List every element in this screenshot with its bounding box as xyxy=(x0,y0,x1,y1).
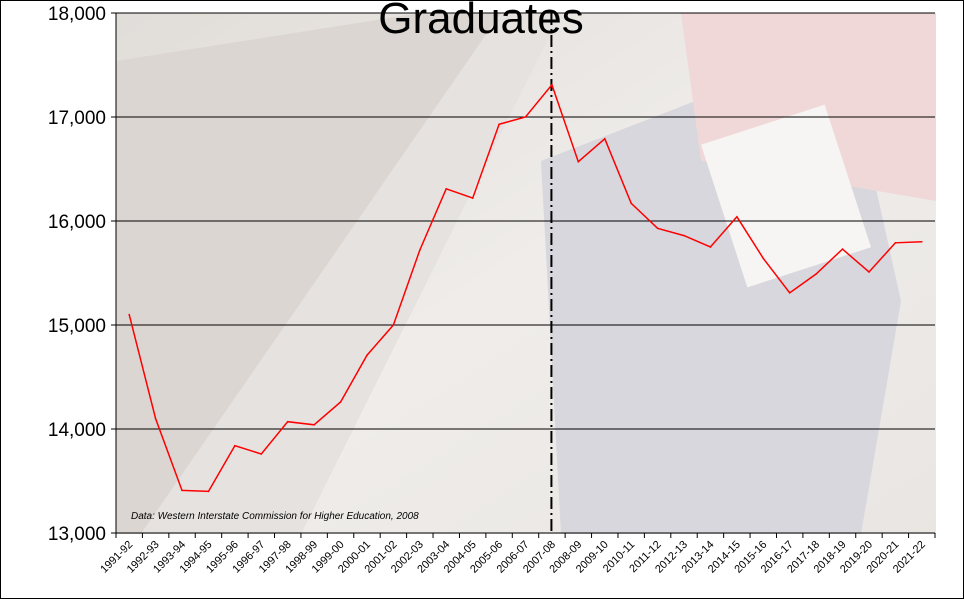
data-point xyxy=(630,202,632,205)
data-point xyxy=(366,354,368,356)
data-point xyxy=(815,273,817,275)
data-point xyxy=(207,490,210,493)
y-tick-label: 16,000 xyxy=(48,212,106,233)
data-point xyxy=(524,116,527,118)
data-point xyxy=(392,324,395,326)
data-point xyxy=(445,187,448,190)
data-point xyxy=(260,453,263,455)
data-point xyxy=(128,313,131,316)
source-annotation: Data: Western Interstate Commission for … xyxy=(131,511,419,522)
data-point xyxy=(154,417,157,420)
data-point xyxy=(868,271,870,273)
y-tick-label: 13,000 xyxy=(48,524,106,545)
data-point xyxy=(920,241,923,243)
data-point xyxy=(736,216,738,218)
data-points xyxy=(128,83,923,493)
data-point xyxy=(313,424,315,426)
y-tick-label: 15,000 xyxy=(48,316,106,337)
data-point xyxy=(894,242,897,244)
background-photo xyxy=(116,13,936,534)
data-point xyxy=(577,160,580,163)
x-axis-ticks: 1991-921992-931993-941994-951995-961996-… xyxy=(98,533,936,576)
data-point xyxy=(234,444,236,447)
chart-title: Graduates xyxy=(378,1,583,43)
data-point xyxy=(841,248,844,250)
y-tick-label: 14,000 xyxy=(48,420,106,441)
y-tick-label: 18,000 xyxy=(48,4,106,25)
data-point xyxy=(339,401,342,403)
data-point xyxy=(656,227,659,230)
y-tick-label: 17,000 xyxy=(48,108,106,129)
data-point xyxy=(788,291,791,294)
data-point xyxy=(286,420,289,423)
y-axis-ticks: 13,000 14,000 15,000 16,000 17,000 18,000 xyxy=(48,4,116,545)
data-point xyxy=(603,138,606,140)
data-point xyxy=(471,197,474,199)
data-point xyxy=(181,489,183,492)
data-point xyxy=(551,83,553,86)
data-point xyxy=(683,234,685,237)
data-point xyxy=(709,246,712,248)
data-point xyxy=(498,123,500,126)
data-point xyxy=(762,257,765,260)
data-point xyxy=(419,249,421,251)
